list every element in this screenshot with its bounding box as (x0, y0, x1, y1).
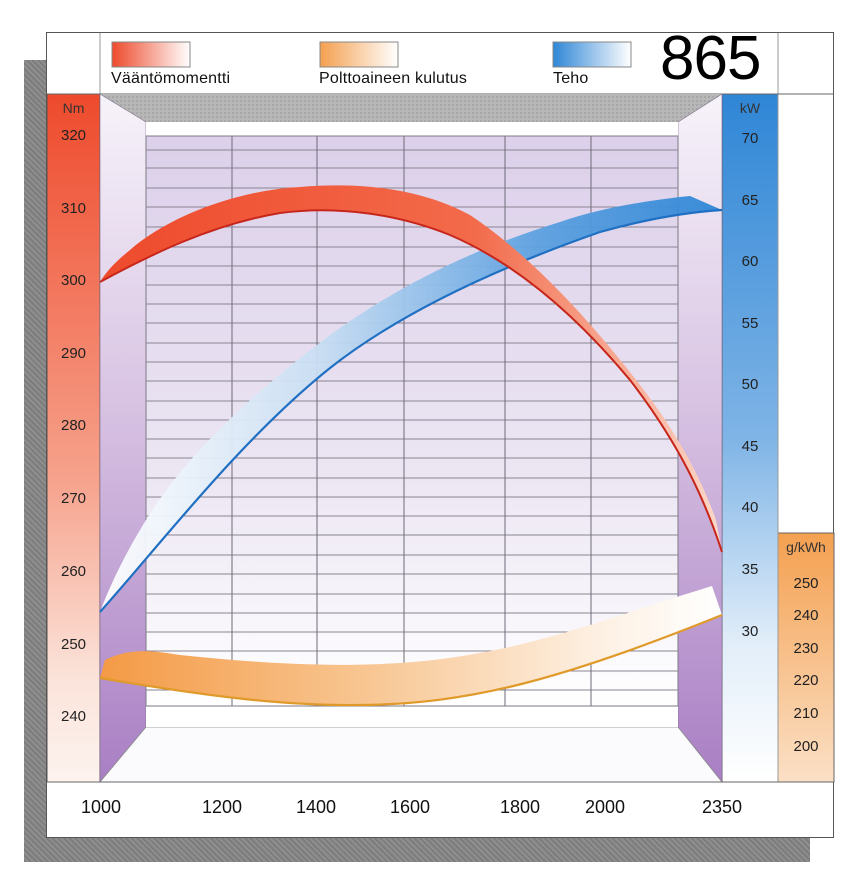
fuel-tick: 220 (793, 672, 819, 689)
fuel-tick: 210 (793, 705, 819, 722)
x-tick: 1000 (80, 797, 122, 817)
torque-tick: 270 (60, 490, 87, 507)
torque-tick: 250 (60, 636, 87, 653)
power-tick: 40 (741, 499, 759, 516)
power-axis-unit: kW (739, 100, 761, 116)
power-tick: 50 (741, 376, 759, 393)
torque-tick: 310 (60, 200, 87, 217)
fuel-tick: 230 (793, 640, 819, 657)
torque-curve-line (99, 209, 723, 553)
power-axis-strip (721, 93, 779, 783)
torque-axis-unit: Nm (62, 100, 85, 116)
legend-swatch-power (552, 41, 632, 68)
fuel-axis: g/kWh 250 240 230 220 210 200 (778, 533, 834, 782)
torque-tick: 260 (60, 563, 87, 580)
legend-label-power: Teho (553, 70, 589, 87)
fuel-axis-strip (777, 532, 835, 783)
fuel-curve-band (100, 586, 722, 706)
torque-tick: 290 (60, 345, 87, 362)
x-tick: 2000 (584, 797, 626, 817)
fuel-tick: 250 (793, 575, 819, 592)
torque-tick: 300 (60, 272, 87, 289)
fuel-tick: 240 (793, 607, 819, 624)
legend-label-torque: Vääntömomentti (111, 70, 231, 87)
x-tick: 1600 (389, 797, 431, 817)
x-tick: 2350 (701, 797, 743, 817)
power-tick: 55 (741, 315, 759, 332)
x-tick: 1400 (295, 797, 337, 817)
fuel-tick: 200 (793, 738, 819, 755)
power-tick: 65 (741, 192, 759, 209)
legend-label-fuel: Polttoaineen kulutus (319, 70, 468, 87)
fuel-axis-unit: g/kWh (786, 539, 826, 555)
torque-tick: 320 (60, 127, 87, 144)
power-tick: 30 (741, 623, 759, 640)
torque-axis: Nm 320 310 300 290 280 270 260 250 240 (47, 94, 100, 782)
model-number: 865 (660, 24, 761, 93)
power-tick: 45 (741, 438, 759, 455)
power-axis: kW 70 65 60 55 50 45 40 35 30 (722, 94, 778, 782)
legend-swatch-torque (111, 41, 191, 68)
power-tick: 70 (741, 130, 759, 147)
power-tick: 35 (741, 561, 759, 578)
power-curve-line (99, 208, 723, 613)
x-tick: 1800 (499, 797, 541, 817)
legend-swatch-fuel (319, 41, 399, 68)
torque-tick: 240 (60, 708, 87, 725)
torque-tick: 280 (60, 417, 87, 434)
power-tick: 60 (741, 253, 759, 270)
fuel-curve-line (99, 613, 723, 707)
x-tick: 1200 (201, 797, 243, 817)
